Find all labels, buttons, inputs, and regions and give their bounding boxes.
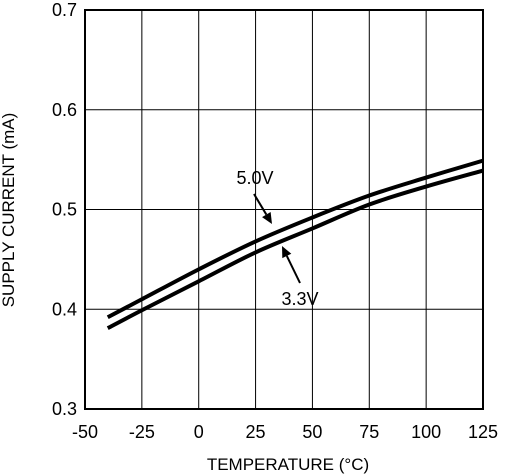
series-layer — [106, 158, 484, 330]
y-tick-label-1: 0.4 — [52, 299, 77, 319]
annotation-label-0: 5.0V — [236, 168, 273, 188]
x-tick-label-6: 100 — [411, 422, 441, 442]
y-tick-label-3: 0.6 — [52, 100, 77, 120]
y-axis-title: SUPPLY CURRENT (mA) — [0, 113, 18, 308]
x-tick-labels: -50 -25 0 25 50 75 100 125 — [72, 422, 498, 442]
plot-border — [84, 9, 484, 410]
y-tick-label-4: 0.7 — [52, 0, 77, 20]
annotation-arrow-shaft-1 — [285, 255, 301, 284]
annotation-arrow-head-0 — [262, 211, 272, 224]
annotation-label-1: 3.3V — [281, 289, 318, 309]
y-tick-label-2: 0.5 — [52, 200, 77, 220]
series-line-0 — [106, 158, 484, 320]
annotations: 5.0V 3.3V — [236, 168, 318, 309]
x-tick-label-1: -25 — [129, 422, 155, 442]
x-tick-label-2: 0 — [194, 422, 204, 442]
y-tick-labels: 0.3 0.4 0.5 0.6 0.7 — [52, 0, 77, 419]
x-tick-label-4: 50 — [302, 422, 322, 442]
grid — [85, 10, 483, 409]
y-tick-label-0: 0.3 — [52, 399, 77, 419]
x-tick-label-5: 75 — [359, 422, 379, 442]
x-tick-label-7: 125 — [468, 422, 498, 442]
x-axis-title: TEMPERATURE (°C) — [207, 455, 369, 474]
x-tick-label-0: -50 — [72, 422, 98, 442]
x-tick-label-3: 25 — [246, 422, 266, 442]
annotation-arrow-head-1 — [282, 246, 292, 259]
annotation-arrow-shaft-0 — [253, 193, 268, 216]
series-line-1 — [106, 168, 484, 330]
plot-frame — [84, 9, 484, 410]
